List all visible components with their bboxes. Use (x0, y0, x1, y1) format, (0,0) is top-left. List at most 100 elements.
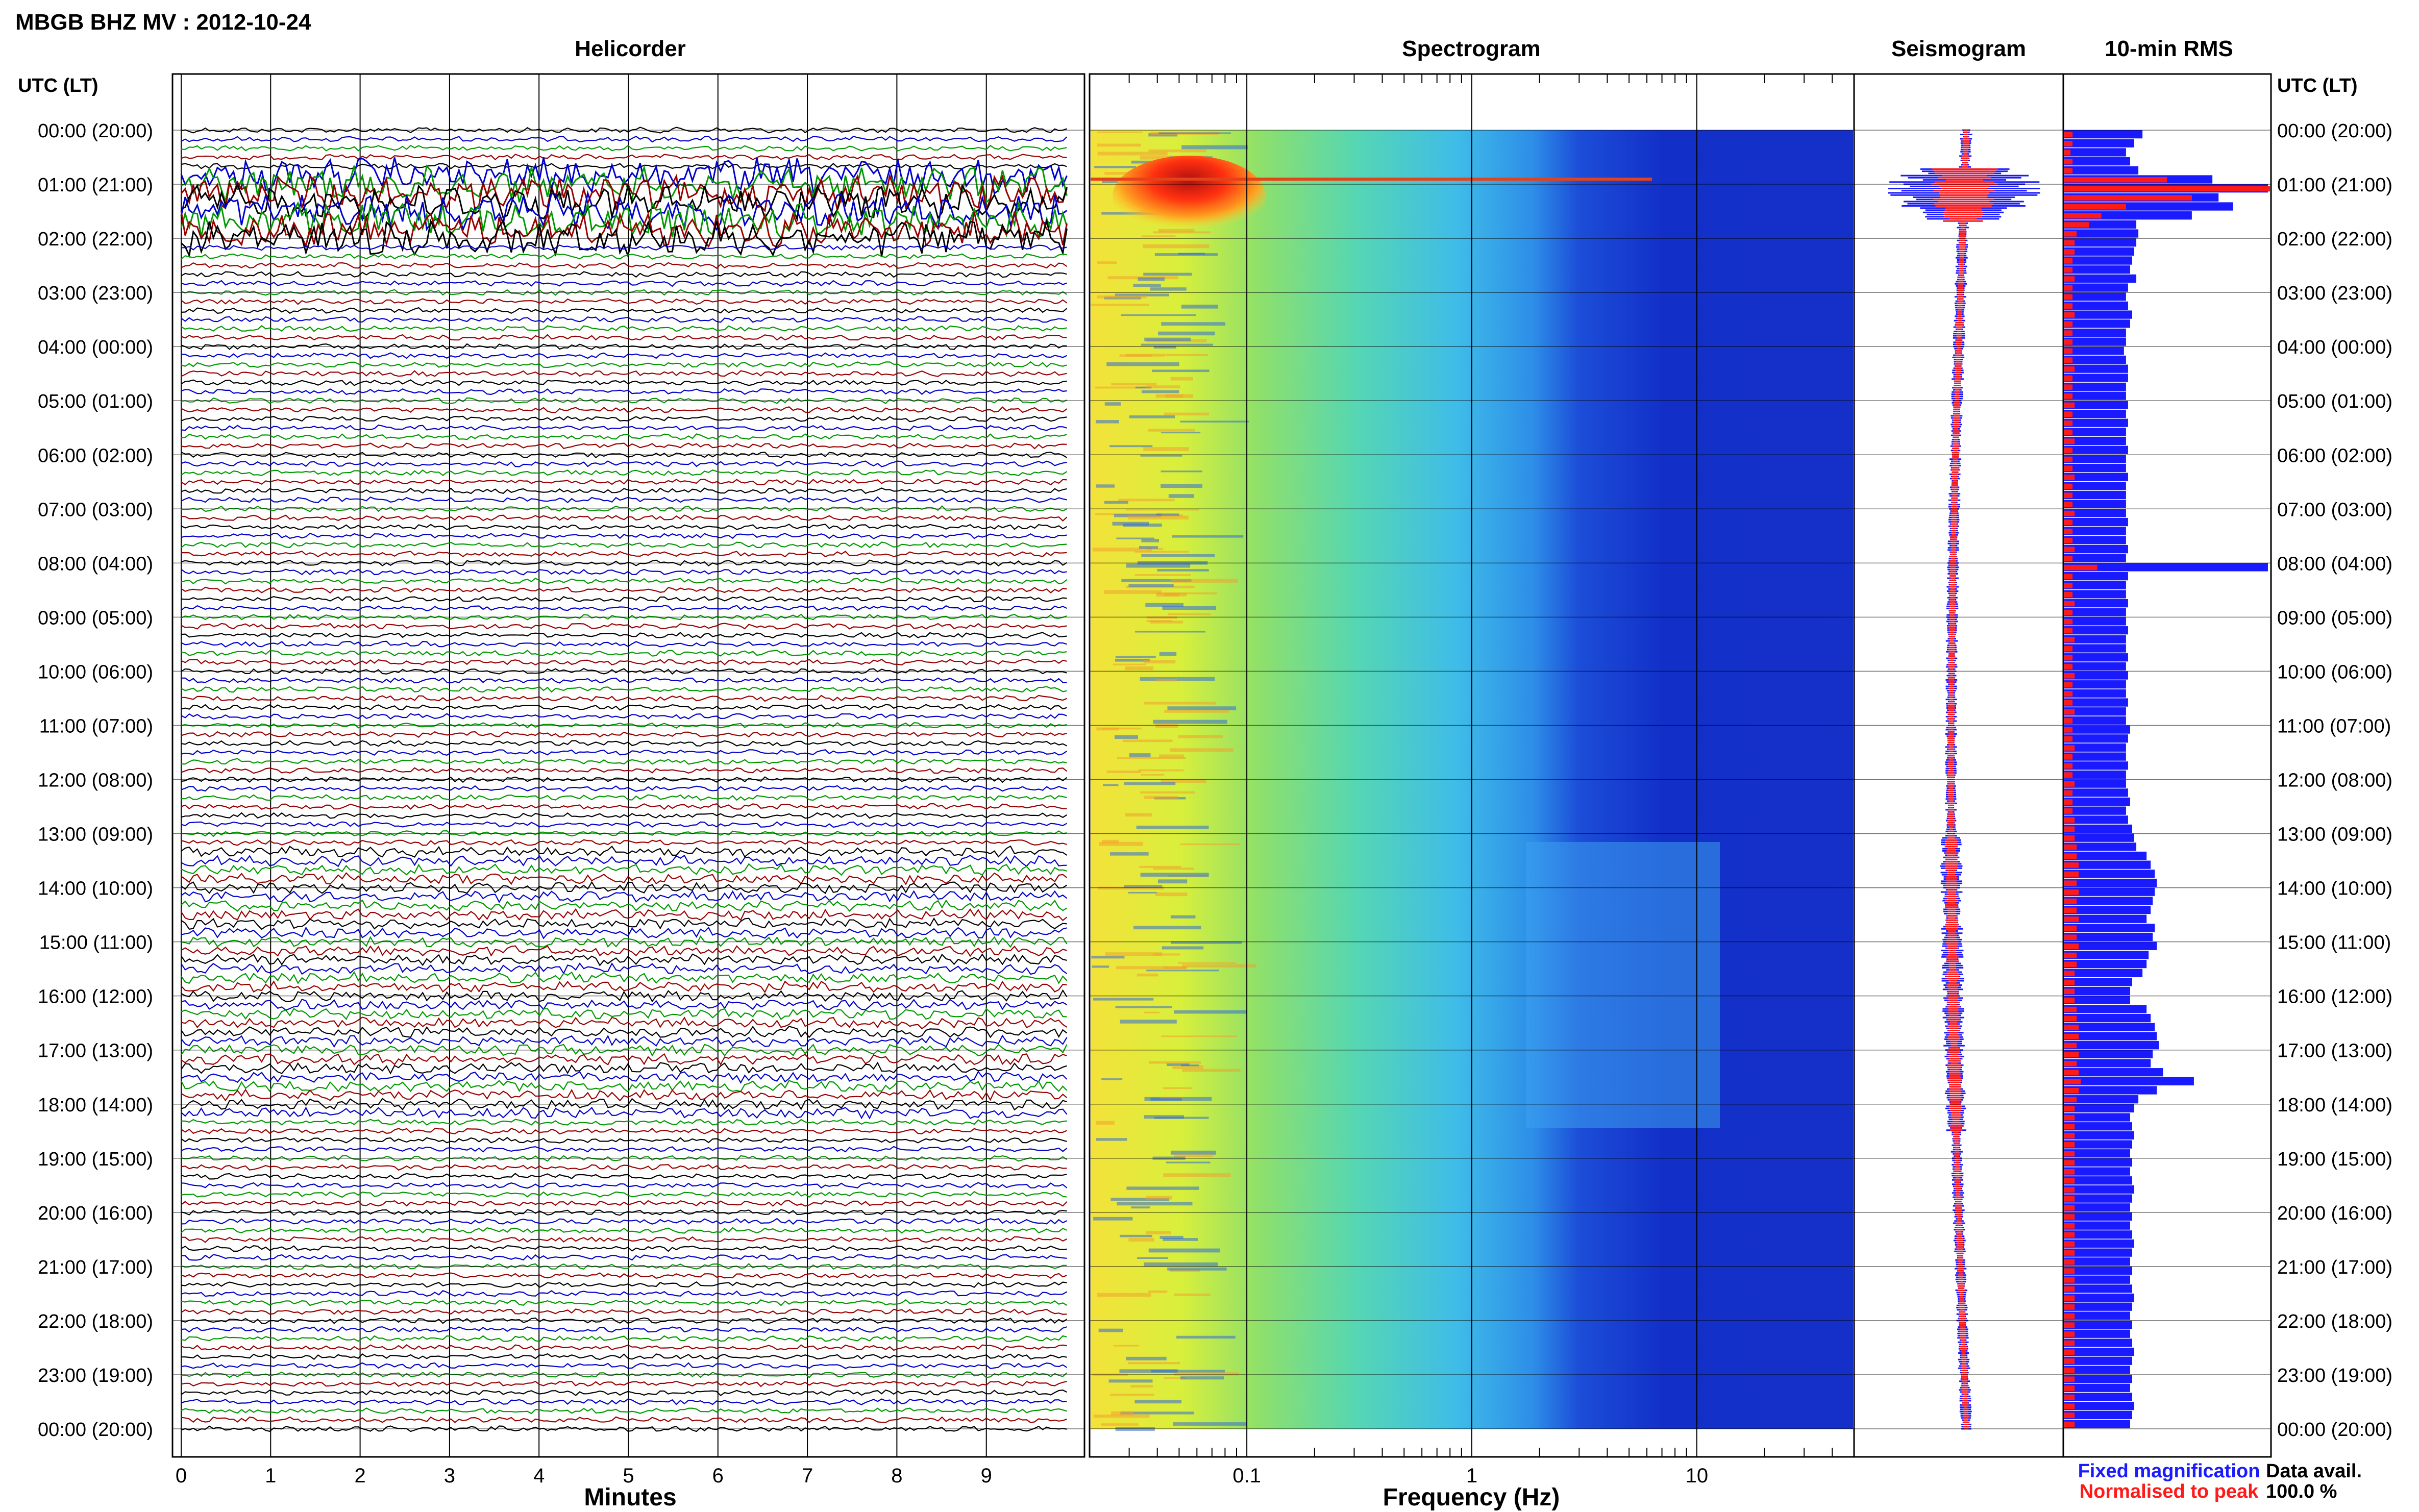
spectrogram-streak (1147, 616, 1177, 619)
rms-panel (2062, 73, 2272, 1458)
rms-bar-normalised (2064, 529, 2073, 534)
spectrogram-streak (1096, 1138, 1127, 1141)
spectrogram-streak (1178, 962, 1237, 964)
rms-bar-normalised (2064, 1268, 2075, 1274)
helicorder-trace (181, 388, 1067, 395)
helicorder-trace (181, 953, 1067, 966)
helicorder-trace (181, 144, 1067, 152)
spectrogram-streak (1153, 953, 1180, 956)
helicorder-trace (181, 1025, 1068, 1038)
time-tick-label-right: 06:00 (02:00) (2277, 445, 2392, 466)
spectrogram-streak (1140, 873, 1209, 877)
rms-bar-fixed (2064, 707, 2126, 716)
helicorder-trace (181, 1008, 1067, 1020)
time-tick-label-left: 06:00 (02:00) (38, 445, 153, 466)
rms-bar-normalised (2064, 817, 2075, 823)
spectrogram-streak (1098, 1328, 1123, 1332)
helicorder-trace (181, 740, 1067, 747)
rms-bar-normalised (2064, 339, 2073, 345)
rms-bar-normalised (2064, 745, 2075, 751)
spectrogram-streak (1125, 509, 1199, 511)
rms-bar-fixed (2064, 698, 2128, 707)
rms-bar-fixed (2064, 752, 2126, 761)
rms-bar-normalised (2064, 610, 2073, 615)
helicorder-trace (181, 1053, 1067, 1066)
spectrogram-streak (1167, 1267, 1227, 1271)
rms-bar-fixed (2064, 1041, 2159, 1050)
spectrogram-streak (1104, 590, 1162, 594)
rms-bar-fixed (2064, 572, 2128, 581)
rms-bar-fixed (2064, 1005, 2147, 1013)
helicorder-trace (181, 962, 1068, 975)
spectrogram-xlabel: Frequency (Hz) (1383, 1484, 1560, 1511)
rms-bar-normalised (2064, 213, 2102, 219)
time-tick-label-left: 05:00 (01:00) (38, 391, 153, 412)
rms-bar-normalised (2064, 1241, 2075, 1247)
spectrogram-streak (1163, 1087, 1193, 1089)
time-tick-label-left: 00:00 (20:00) (38, 1419, 153, 1441)
spectrogram-streak (1162, 946, 1204, 950)
rms-bar-fixed (2064, 337, 2126, 346)
helicorder-trace (181, 989, 1068, 1003)
spectrogram-streak (1093, 1415, 1150, 1418)
rms-bar-normalised (2064, 1106, 2075, 1111)
helicorder-trace (181, 1227, 1067, 1234)
spectrogram-streak (1133, 284, 1161, 287)
rms-bar-normalised (2064, 348, 2073, 354)
rms-bar-fixed (2064, 761, 2128, 770)
helicorder-trace (181, 926, 1067, 939)
helicorder-tick-label: 5 (623, 1465, 634, 1487)
helicorder-trace (181, 821, 1068, 828)
spectrogram-streak (1181, 145, 1248, 150)
helicorder-trace (181, 1173, 1067, 1180)
rms-bar-normalised (2064, 330, 2073, 336)
rms-bar-fixed (2064, 1266, 2132, 1275)
helicorder-trace (181, 845, 1068, 858)
rms-bar-fixed (2064, 1095, 2139, 1104)
rms-bar-fixed (2064, 689, 2126, 698)
rms-bar-fixed (2064, 725, 2130, 734)
spectrogram-streak (1104, 402, 1121, 406)
legend-normalised-to-peak: Normalised to peak (2080, 1481, 2259, 1502)
rms-bar-normalised (2064, 1223, 2075, 1229)
rms-bar-normalised (2064, 961, 2077, 968)
rms-title: 10-min RMS (2105, 36, 2233, 61)
helicorder-trace (181, 1262, 1067, 1270)
helicorder-trace (181, 1044, 1068, 1057)
rms-bar-normalised (2064, 772, 2073, 778)
spectrogram-streak (1133, 926, 1201, 930)
rms-bar-normalised (2064, 790, 2073, 796)
spectrogram-streak (1178, 253, 1205, 255)
rms-bar-fixed (2064, 716, 2126, 725)
rms-bar-normalised (2064, 1151, 2075, 1157)
rms-bar-fixed (2064, 878, 2157, 887)
helicorder-trace (181, 496, 1067, 504)
spectrogram-streak (1115, 658, 1150, 662)
time-tick-label-right: 16:00 (12:00) (2277, 986, 2392, 1008)
spectrogram-streak (1126, 585, 1195, 588)
rms-bar-fixed (2064, 1032, 2157, 1040)
spectrogram-tick-label: 10 (1686, 1465, 1709, 1487)
rms-bar-fixed (2064, 310, 2132, 319)
spectrogram-streak (1117, 1202, 1193, 1206)
spectrogram-streak (1174, 1010, 1247, 1014)
spectrogram-streak (1134, 574, 1191, 576)
spectrogram-streak (1091, 955, 1125, 959)
rms-bar-normalised (2064, 547, 2075, 553)
rms-bar-fixed (2064, 617, 2126, 626)
helicorder-trace (181, 442, 1067, 450)
helicorder-trace (181, 686, 1067, 693)
rms-bar-normalised (2064, 1232, 2075, 1238)
time-tick-label-left: 22:00 (18:00) (38, 1311, 153, 1332)
time-tick-label-right: 04:00 (00:00) (2277, 337, 2392, 358)
rms-bar-normalised (2064, 285, 2073, 291)
rms-bar-fixed (2064, 130, 2143, 139)
helicorder-trace (181, 749, 1068, 756)
spectrogram-streak (1181, 305, 1218, 309)
time-tick-label-right: 20:00 (16:00) (2277, 1203, 2392, 1224)
spectrogram-streak (1126, 1356, 1167, 1360)
spectrogram-streak (1166, 1161, 1211, 1163)
spectrogram-streak (1141, 554, 1215, 557)
spectrogram-streak (1148, 1290, 1168, 1293)
rms-bar-normalised (2064, 1160, 2075, 1166)
